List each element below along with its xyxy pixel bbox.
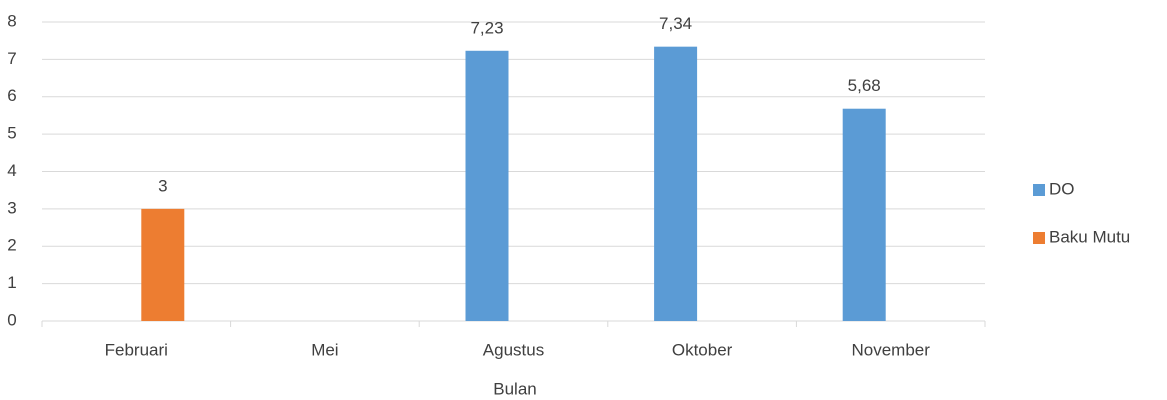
y-tick-label: 0 (7, 310, 16, 329)
bar (654, 46, 698, 321)
data-label: 7,34 (659, 14, 692, 33)
y-tick-label: 3 (7, 198, 16, 217)
x-tick-label: Mei (311, 340, 338, 359)
y-tick-label: 6 (7, 86, 16, 105)
x-tick-label: November (851, 340, 930, 359)
y-tick-label: 4 (7, 161, 16, 180)
y-tick-label: 8 (7, 11, 16, 30)
y-tick-label: 1 (7, 273, 16, 292)
legend-swatch (1033, 184, 1045, 196)
legend-label: DO (1049, 179, 1075, 198)
y-tick-label: 5 (7, 124, 16, 143)
y-tick-label: 7 (7, 49, 16, 68)
bar (842, 108, 886, 322)
data-label: 5,68 (848, 76, 881, 95)
bar (465, 50, 509, 322)
data-label: 3 (158, 176, 167, 195)
legend-label: Baku Mutu (1049, 227, 1130, 246)
x-tick-label: Oktober (672, 340, 733, 359)
y-tick-label: 2 (7, 236, 16, 255)
bar (141, 208, 185, 321)
x-axis-label: Bulan (493, 379, 536, 398)
data-label: 7,23 (470, 18, 503, 37)
x-tick-label: Februari (105, 340, 168, 359)
legend-swatch (1033, 232, 1045, 244)
x-tick-label: Agustus (483, 340, 544, 359)
